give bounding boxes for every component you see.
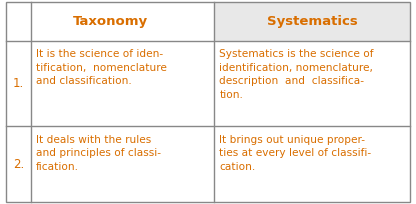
Text: It brings out unique proper-
ties at every level of classifi-
cation.: It brings out unique proper- ties at eve… [219,135,371,172]
Text: It deals with the rules
and principles of classi-
fication.: It deals with the rules and principles o… [36,135,161,172]
Bar [6,2,214,41]
Bar [214,2,410,41]
Text: Systematics is the science of
identification, nomenclature,
description  and  cl: Systematics is the science of identifica… [219,49,374,100]
Text: Taxonomy: Taxonomy [73,15,148,28]
Text: 1.: 1. [13,77,25,90]
Text: 2.: 2. [13,158,25,171]
Text: Systematics: Systematics [267,15,357,28]
Text: It is the science of iden-
tification,  nomenclature
and classification.: It is the science of iden- tification, n… [36,49,167,86]
